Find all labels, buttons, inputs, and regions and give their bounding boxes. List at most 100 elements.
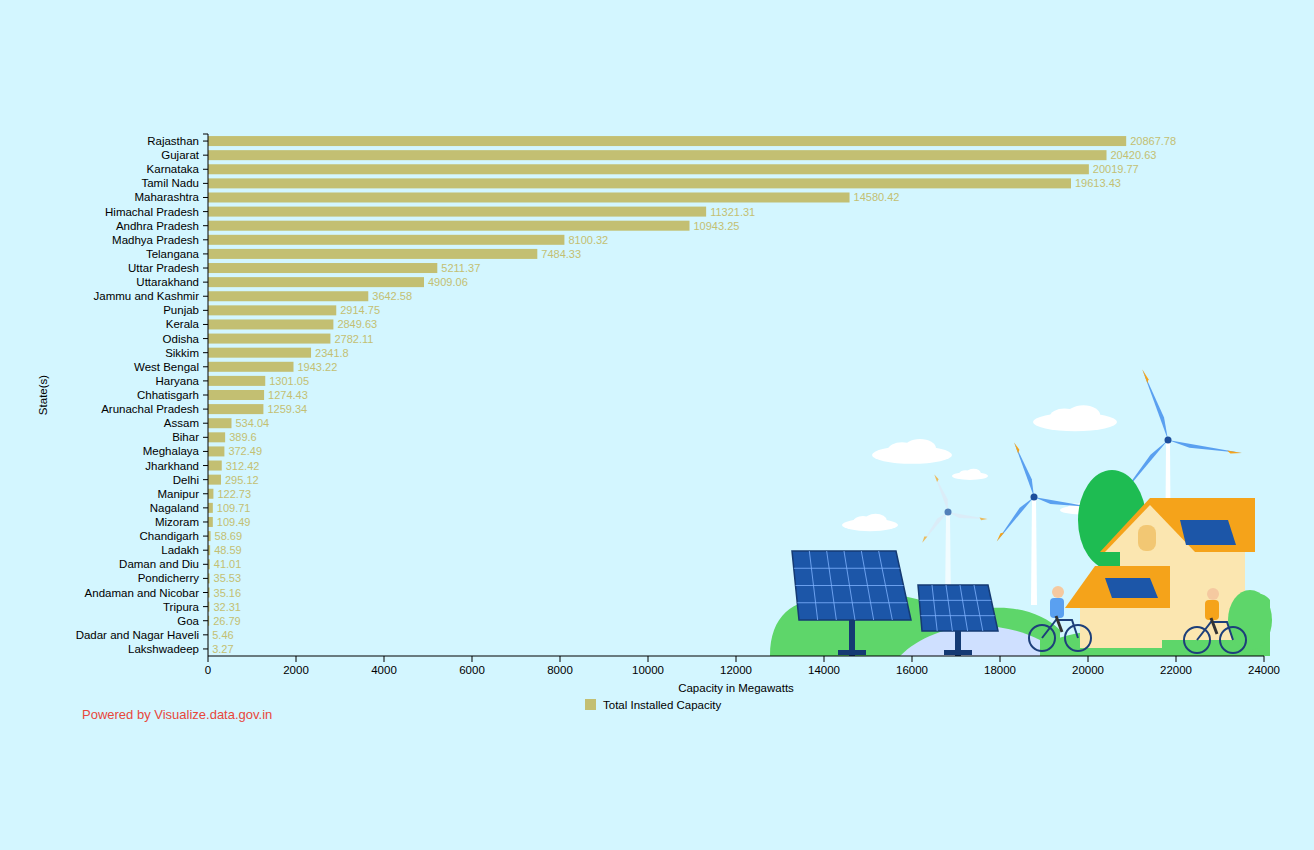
x-tick-label: 12000	[720, 664, 752, 676]
bar	[208, 461, 222, 471]
x-tick-label: 4000	[371, 664, 397, 676]
chart: 20867.7820420.6320019.7719613.4314580.42…	[0, 0, 1314, 850]
x-tick	[560, 656, 561, 662]
data-label: 534.04	[235, 417, 269, 429]
y-tick-label: Kerala	[166, 318, 200, 330]
background	[0, 0, 1314, 850]
bars	[208, 136, 1126, 654]
bar	[208, 235, 564, 245]
bar	[208, 404, 263, 414]
bar	[208, 418, 231, 428]
x-tick-label: 20000	[1072, 664, 1104, 676]
roof-panel	[1180, 520, 1236, 545]
x-tick-label: 0	[205, 664, 211, 676]
y-tick-label: Rajasthan	[147, 135, 199, 147]
cloud-part	[864, 514, 886, 527]
y-tick-label: Himachal Pradesh	[105, 206, 199, 218]
y-tick-label: Telangana	[146, 248, 200, 260]
panel-grid	[974, 585, 983, 631]
y-tick-label: Nagaland	[150, 502, 199, 514]
y-tick-label: Daman and Diu	[119, 558, 199, 570]
data-label: 2341.8	[315, 347, 349, 359]
y-tick	[203, 437, 208, 438]
y-tick-label: Haryana	[156, 375, 200, 387]
panel-grid	[932, 585, 937, 631]
y-tick-label: Jharkhand	[145, 460, 199, 472]
turbine-tip	[1014, 442, 1019, 453]
turbine-blade	[934, 474, 948, 512]
panel-base	[838, 650, 866, 655]
data-label: 2914.75	[340, 304, 380, 316]
y-tick	[203, 197, 208, 198]
x-tick	[648, 656, 649, 662]
x-tick	[1264, 656, 1265, 662]
y-tick-label: Jammu and Kashmir	[94, 290, 200, 302]
y-tick	[203, 479, 208, 480]
data-label: 1301.05	[269, 375, 309, 387]
x-tick-label: 16000	[896, 664, 928, 676]
rider-head	[1207, 588, 1219, 600]
panel-grid	[919, 600, 991, 601]
y-tick-label: Tripura	[163, 601, 200, 613]
bar	[208, 150, 1107, 160]
x-tick	[912, 656, 913, 662]
y-tick-label: West Bengal	[134, 361, 199, 373]
house-roof	[1065, 566, 1170, 608]
turbine-tip	[997, 533, 1004, 542]
data-label: 1943.22	[298, 361, 338, 373]
bar	[208, 390, 264, 400]
panel-grid	[797, 602, 907, 603]
bar	[208, 178, 1071, 188]
cyclist	[1029, 586, 1091, 651]
y-tick	[203, 606, 208, 607]
data-label: 5.46	[212, 629, 233, 641]
panel-grid	[946, 585, 952, 631]
y-tick-label: Sikkim	[165, 347, 199, 359]
y-tick-label: Bihar	[172, 431, 199, 443]
turbine-blade	[1142, 370, 1168, 440]
solar-panel	[792, 551, 911, 656]
legend-label: Total Installed Capacity	[603, 699, 722, 711]
house-roof	[1100, 498, 1255, 552]
x-tick-label: 2000	[283, 664, 309, 676]
panel-grid	[921, 615, 995, 616]
y-tick-label: Chandigarh	[140, 530, 199, 542]
turbine-hub	[1165, 437, 1172, 444]
bush	[1228, 590, 1272, 650]
bar	[208, 475, 221, 485]
turbine-tip	[1227, 450, 1242, 453]
y-tick-label: Punjab	[163, 304, 199, 316]
data-label: 10943.25	[694, 220, 740, 232]
y-tick	[203, 225, 208, 226]
y-tick-label: Uttarakhand	[136, 276, 199, 288]
data-labels: 20867.7820420.6320019.7719613.4314580.42…	[212, 135, 1176, 655]
turbine-tip	[980, 518, 988, 521]
data-label: 122.73	[217, 488, 251, 500]
data-label: 7484.33	[541, 248, 581, 260]
y-tick	[203, 578, 208, 579]
bar	[208, 432, 225, 442]
y-tick	[203, 338, 208, 339]
x-tick	[1088, 656, 1089, 662]
y-tick	[203, 550, 208, 551]
y-tick	[203, 592, 208, 593]
cloud-part	[966, 469, 980, 478]
data-label: 295.12	[225, 474, 259, 486]
bar	[208, 319, 333, 329]
turbine-blade	[922, 512, 948, 543]
cyclist	[1184, 588, 1246, 653]
x-tick-label: 6000	[459, 664, 485, 676]
y-axis-title: State(s)	[37, 375, 49, 415]
y-tick	[203, 211, 208, 212]
bar	[208, 362, 294, 372]
cloud-part	[904, 439, 936, 458]
data-label: 20420.63	[1111, 149, 1157, 161]
bar	[208, 192, 850, 202]
rider-body	[1205, 600, 1219, 620]
x-tick-label: 24000	[1248, 664, 1280, 676]
y-tick	[203, 183, 208, 184]
data-label: 20867.78	[1130, 135, 1176, 147]
y-tick	[203, 169, 208, 170]
y-tick	[203, 155, 208, 156]
cloud	[872, 439, 952, 464]
